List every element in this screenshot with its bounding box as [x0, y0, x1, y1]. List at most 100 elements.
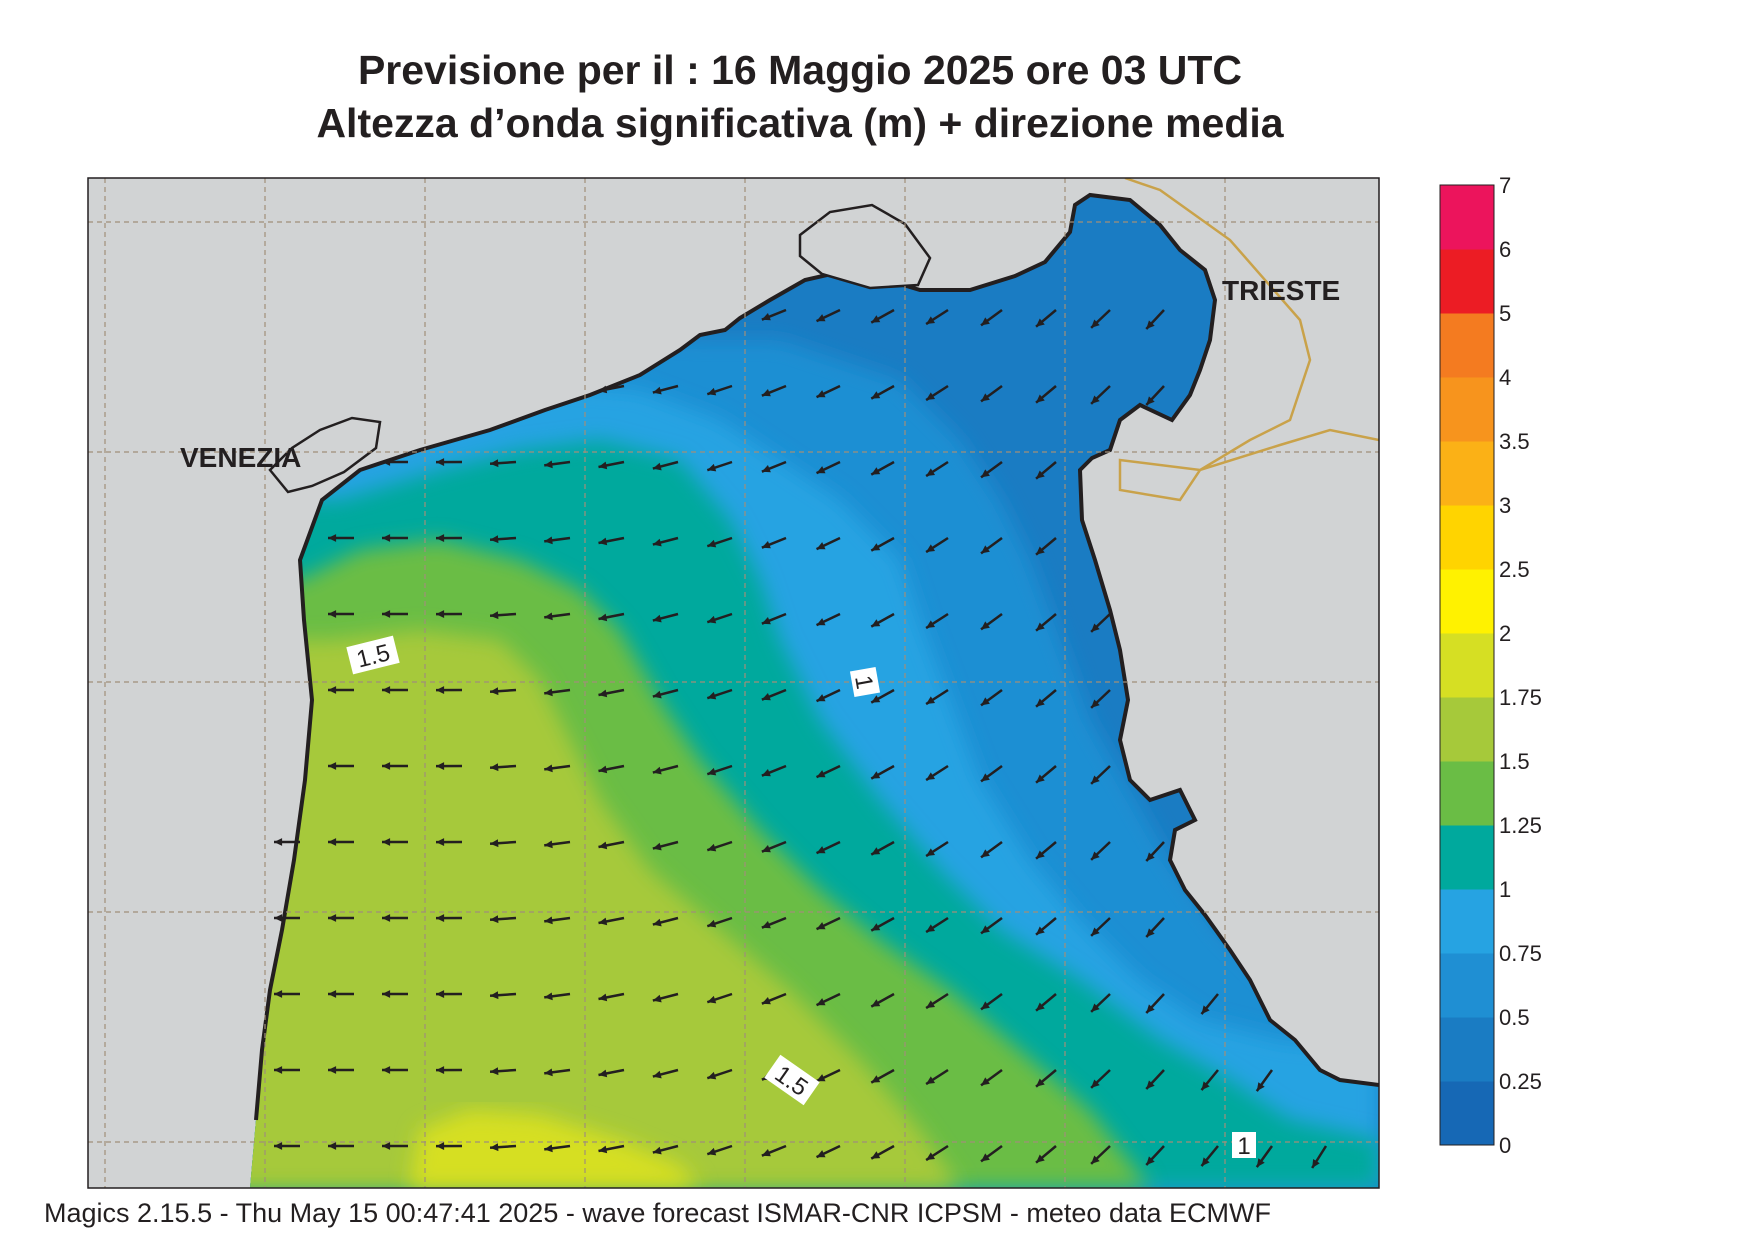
wave-direction-arrow-head	[544, 1144, 553, 1153]
legend-tick-label: 0.5	[1499, 1005, 1530, 1030]
legend-swatch	[1440, 761, 1494, 826]
legend-swatch	[1440, 633, 1494, 698]
wave-direction-arrow-head	[981, 1001, 990, 1010]
wave-direction-arrow-head	[652, 614, 662, 623]
wave-direction-arrows	[274, 308, 1328, 1169]
wave-direction-arrow-head	[274, 1066, 283, 1074]
wave-direction-arrow-head	[382, 610, 391, 618]
wave-direction-arrow-head	[926, 1000, 936, 1009]
wave-direction-arrow-head	[707, 919, 717, 928]
wave-direction-arrow-head	[1036, 1154, 1045, 1163]
wave-direction-arrow-head	[652, 842, 662, 851]
legend-swatch	[1440, 889, 1494, 954]
legend-swatch	[1440, 1017, 1494, 1082]
wave-direction-arrow-head	[816, 618, 826, 626]
wave-direction-arrow-head	[707, 615, 717, 624]
wave-direction-arrow-head	[871, 467, 881, 475]
wave-direction-arrow-head	[490, 839, 499, 848]
legend-swatch	[1440, 697, 1494, 762]
wave-direction-arrow-head	[1146, 396, 1155, 406]
wave-direction-arrow-head	[544, 840, 553, 849]
legend-tick-label: 7	[1499, 173, 1511, 198]
legend-swatch	[1440, 1081, 1494, 1146]
wave-direction-arrow-head	[981, 621, 990, 630]
wave-direction-arrow-head	[707, 1071, 717, 1080]
wave-direction-arrow-head	[926, 620, 936, 629]
national-border	[1118, 178, 1379, 502]
legend-tick-label: 1.25	[1499, 813, 1542, 838]
wave-direction-arrow-head	[274, 990, 283, 998]
wave-direction-arrow-head	[1091, 1155, 1100, 1164]
wave-direction-arrow-head	[816, 390, 826, 398]
wave-direction-arrow-head	[1256, 1082, 1265, 1092]
wave-direction-arrow-head	[382, 686, 391, 694]
legend-tick-label: 2.5	[1499, 557, 1530, 582]
wave-direction-arrow-head	[1036, 1002, 1045, 1011]
wave-direction-arrow-head	[816, 694, 826, 702]
wave-direction-arrow-head	[871, 1151, 881, 1159]
wave-direction-arrow-head	[761, 693, 771, 701]
wave-direction-arrow-head	[1036, 470, 1045, 479]
wave-direction-arrow-head	[328, 990, 337, 998]
wave-direction-arrow-head	[707, 539, 717, 548]
wave-direction-arrow-head	[761, 541, 771, 549]
wave-direction-arrow-head	[926, 392, 936, 401]
wave-direction-arrow-head	[816, 314, 826, 322]
wave-direction-arrow-head	[1146, 320, 1155, 330]
wave-direction-arrow-head	[981, 925, 990, 934]
wave-direction-arrow-head	[1091, 699, 1100, 708]
wave-direction-arrow-head	[598, 689, 608, 698]
wave-direction-arrow-head	[1146, 928, 1155, 938]
wave-direction-arrow-head	[544, 916, 553, 925]
legend-swatch	[1440, 825, 1494, 890]
coastline	[254, 192, 1379, 1121]
wave-direction-arrow-head	[981, 773, 990, 782]
wave-direction-arrow-head	[871, 619, 881, 627]
wave-direction-arrow-head	[816, 922, 826, 930]
wave-direction-arrow-head	[926, 696, 936, 705]
grado-lagoon-island	[798, 203, 932, 290]
sea-area	[250, 192, 1379, 1188]
wave-direction-arrow-head	[652, 386, 662, 395]
forecast-title: Previsione per il : 16 Maggio 2025 ore 0…	[357, 47, 1243, 93]
legend-tick-label: 1.75	[1499, 685, 1542, 710]
wave-direction-arrow-head	[926, 1076, 936, 1085]
legend-swatch	[1440, 377, 1494, 442]
wave-direction-arrow-head	[652, 462, 662, 471]
legend-swatch	[1440, 953, 1494, 1018]
wave-direction-arrow-head	[652, 538, 662, 547]
wave-direction-arrow-head	[598, 993, 608, 1002]
wave-direction-arrow-head	[816, 1150, 826, 1158]
wave-direction-arrow-head	[544, 992, 553, 1001]
wave-direction-arrow-head	[1201, 1157, 1210, 1167]
wave-direction-arrow-head	[490, 763, 499, 772]
wave-direction-arrow-head	[761, 921, 771, 929]
graticule	[88, 178, 1379, 1188]
wave-direction-arrow-head	[598, 917, 608, 926]
wave-direction-arrow-head	[274, 838, 283, 846]
wave-direction-arrow-head	[382, 534, 391, 542]
wave-direction-arrow-head	[1146, 852, 1155, 862]
wave-direction-arrow-head	[382, 914, 391, 922]
wave-direction-arrow-head	[1036, 318, 1045, 327]
color-scale-legend: 0 0.25 0.5 0.75 1 1.25 1.5 1.75 2 2.5 3 3.5 4 5 6 7	[1439, 173, 1542, 1158]
wave-direction-arrow-head	[981, 317, 990, 326]
wave-direction-arrow-head	[544, 460, 553, 469]
wave-direction-arrow-head	[274, 914, 283, 922]
wave-direction-arrow-head	[816, 770, 826, 778]
wave-direction-arrow-head	[436, 838, 445, 847]
wave-direction-arrow-head	[1091, 775, 1100, 784]
wave-direction-arrow-head	[981, 469, 990, 478]
wave-direction-arrow-head	[1146, 1156, 1155, 1166]
wave-direction-arrow-head	[382, 838, 391, 846]
legend-swatch	[1440, 569, 1494, 634]
wave-direction-arrow-head	[544, 536, 553, 545]
wave-direction-arrow-head	[544, 612, 553, 621]
wave-direction-arrow-head	[926, 1152, 936, 1161]
wave-direction-arrow-head	[598, 537, 608, 546]
wave-direction-arrow-head	[490, 1143, 499, 1152]
legend-tick-label: 1	[1499, 877, 1511, 902]
wave-direction-arrow-head	[707, 387, 717, 396]
contour-label-1-center: 1	[849, 666, 881, 698]
